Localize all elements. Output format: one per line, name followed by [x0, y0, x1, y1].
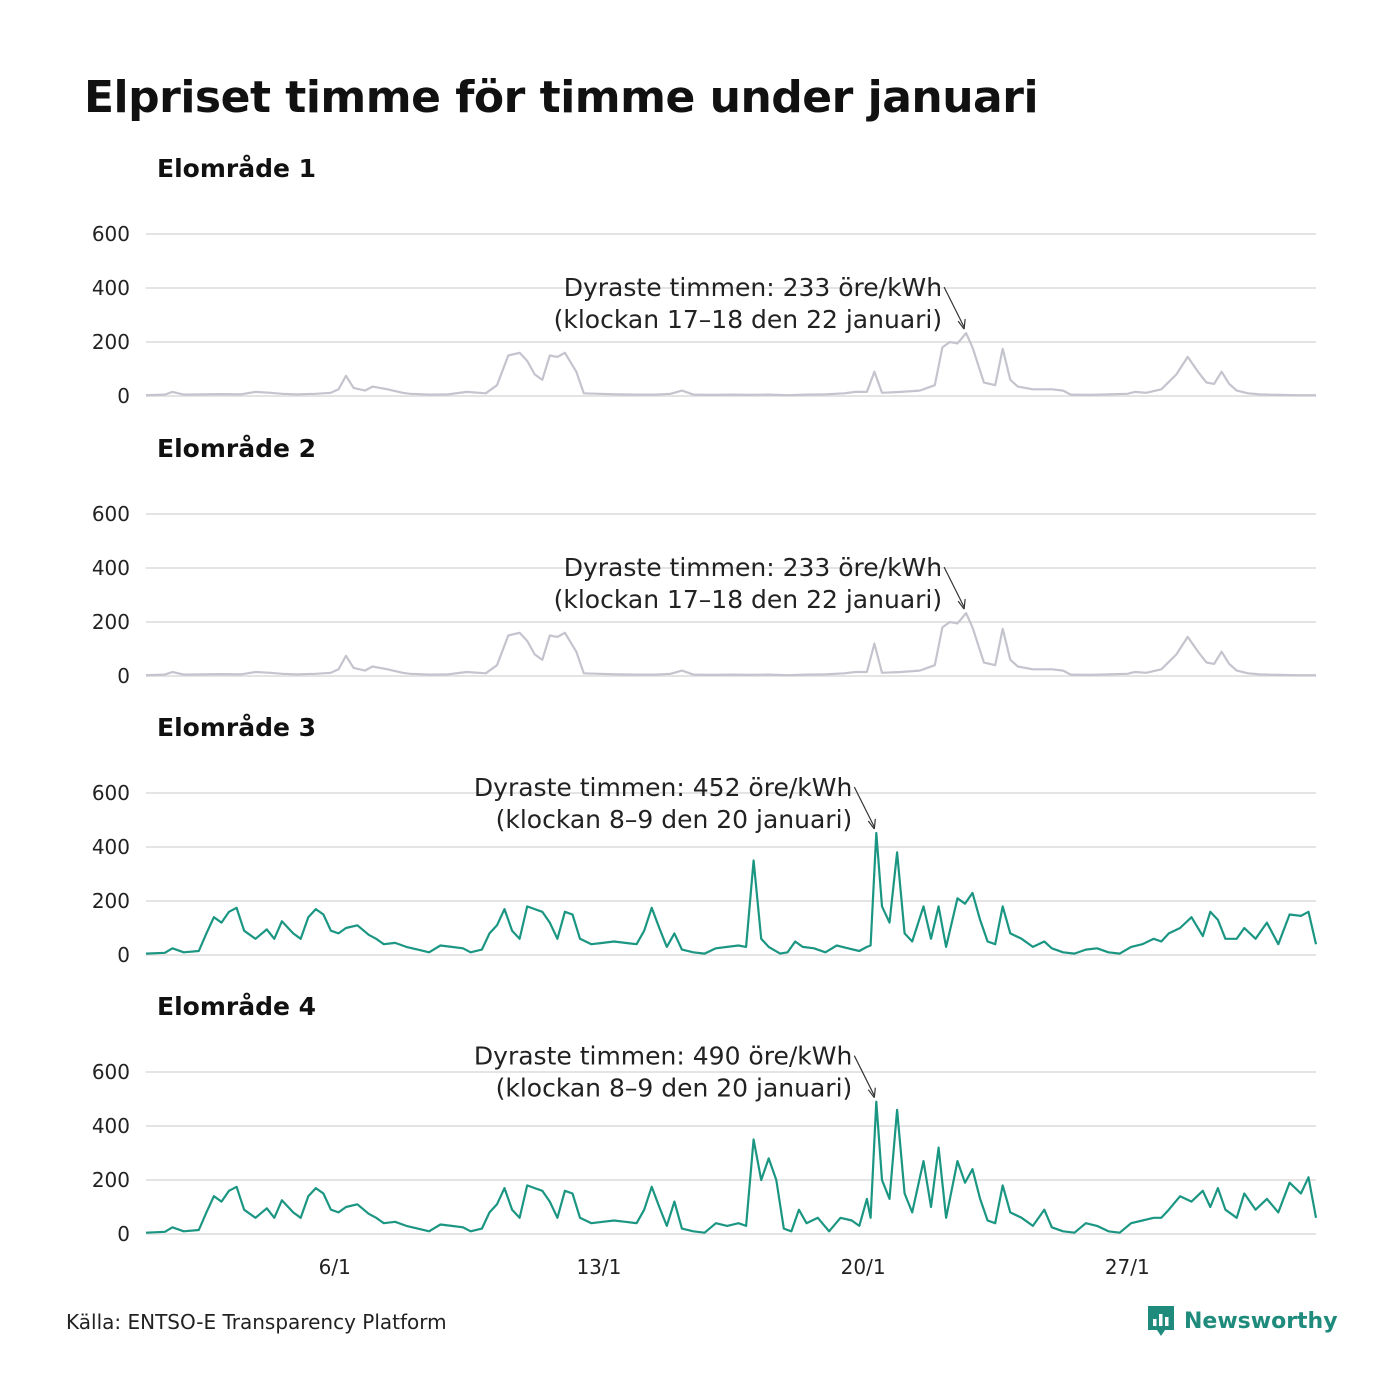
series-line-1 — [145, 332, 1316, 397]
y-tick-label: 0 — [117, 664, 130, 688]
source-note: Källa: ENTSO-E Transparency Platform — [66, 1310, 447, 1334]
y-tick-label: 400 — [92, 1114, 130, 1138]
y-tick-label: 0 — [117, 1222, 130, 1246]
y-tick-label: 400 — [92, 835, 130, 859]
panel-title-1: Elområde 1 — [157, 154, 316, 183]
y-tick-label: 600 — [92, 222, 130, 246]
x-tick-label: 20/1 — [841, 1255, 886, 1279]
annotation-line2: (klockan 8–9 den 20 januari) — [496, 805, 853, 834]
y-tick-label: 200 — [92, 330, 130, 354]
series-line-2 — [145, 612, 1316, 677]
y-tick-label: 400 — [92, 556, 130, 580]
brand-logo: Newsworthy — [1146, 1304, 1338, 1338]
annotation-arrowhead — [867, 818, 876, 830]
annotation-line1: Dyraste timmen: 490 öre/kWh — [474, 1042, 852, 1071]
y-tick-label: 600 — [92, 781, 130, 805]
y-tick-label: 0 — [117, 943, 130, 967]
chart-area: Elområde 1 0 200 400 600 Dyraste timmen: 233 … — [92, 154, 1318, 1279]
annotation-line2: (klockan 17–18 den 22 januari) — [554, 305, 943, 334]
brand-name: Newsworthy — [1184, 1308, 1338, 1334]
series-line-3 — [145, 831, 1318, 955]
annotation-arrow — [943, 286, 965, 328]
annotation-arrowhead — [957, 319, 966, 330]
y-tick-label: 0 — [117, 384, 130, 408]
panel-title-4: Elområde 4 — [157, 992, 316, 1021]
series-line-4 — [145, 1100, 1318, 1234]
panel-title-3: Elområde 3 — [157, 713, 316, 742]
annotation-line2: (klockan 8–9 den 20 januari) — [496, 1074, 853, 1103]
y-tick-label: 200 — [92, 889, 130, 913]
panel-title-2: Elområde 2 — [157, 434, 316, 463]
annotation-line1: Dyraste timmen: 452 öre/kWh — [474, 773, 852, 802]
y-tick-label: 200 — [92, 1168, 130, 1192]
chart-title: Elpriset timme för timme under januari — [84, 72, 1039, 123]
y-tick-label: 600 — [92, 502, 130, 526]
annotation-line1: Dyraste timmen: 233 öre/kWh — [564, 273, 942, 302]
annotation-arrowhead — [867, 1087, 876, 1099]
annotation-arrow — [853, 786, 875, 828]
annotation-arrowhead — [957, 599, 966, 610]
y-tick-label: 200 — [92, 610, 130, 634]
annotation-line2: (klockan 17–18 den 22 januari) — [554, 585, 943, 614]
x-tick-label: 13/1 — [576, 1255, 621, 1279]
y-tick-label: 400 — [92, 276, 130, 300]
y-tick-label: 600 — [92, 1060, 130, 1084]
annotation-arrow — [943, 566, 965, 608]
newsworthy-logo-icon — [1148, 1306, 1174, 1336]
x-tick-label: 27/1 — [1105, 1255, 1150, 1279]
x-tick-label: 6/1 — [319, 1255, 351, 1279]
annotation-arrow — [853, 1055, 875, 1096]
annotation-line1: Dyraste timmen: 233 öre/kWh — [564, 553, 942, 582]
